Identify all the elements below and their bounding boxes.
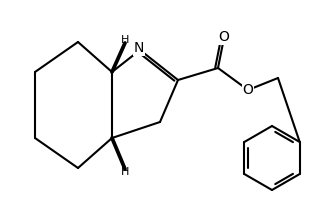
Text: N: N [134, 41, 144, 55]
Text: O: O [219, 30, 229, 44]
Text: H: H [121, 35, 129, 45]
Text: H: H [121, 167, 129, 177]
Text: O: O [242, 83, 253, 97]
